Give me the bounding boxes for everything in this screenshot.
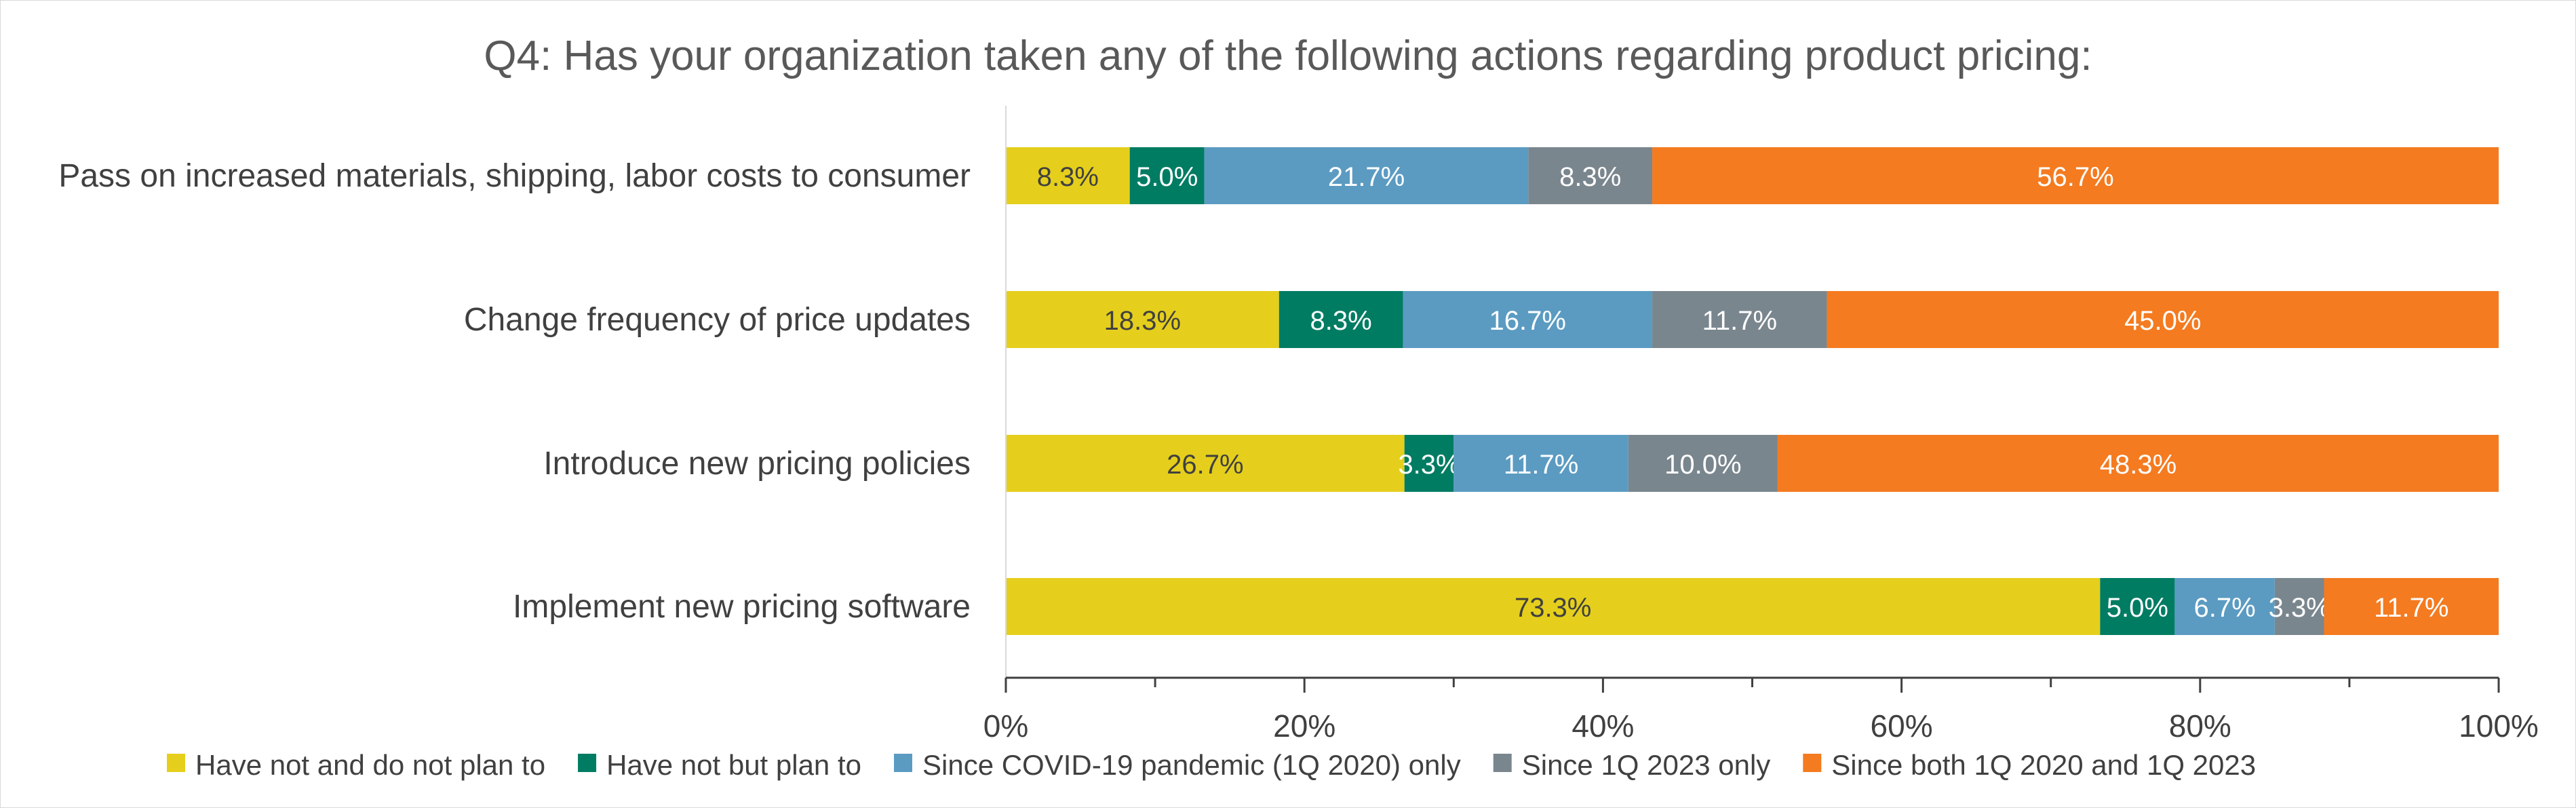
data-label: 5.0% xyxy=(1136,162,1198,192)
bar-have-not-and-do-not-plan-to xyxy=(1006,578,2101,635)
data-label: 8.3% xyxy=(1037,162,1099,192)
data-label: 26.7% xyxy=(1167,450,1243,480)
x-axis: 0% 20% 40% 60% 80% 100% xyxy=(983,106,2539,744)
data-label: 11.7% xyxy=(2374,593,2448,623)
bar-since-both-1q-2020-and-1q-2023 xyxy=(1652,147,2499,204)
legend-item-since-both-1q-2020-and-1q-2023: Since both 1Q 2020 and 1Q 2023 xyxy=(1803,749,2256,781)
data-label: 5.0% xyxy=(2107,593,2168,623)
data-label: 11.7% xyxy=(1504,450,1578,480)
legend-swatch xyxy=(1493,754,1512,772)
legend-item-have-not-and-do-not-plan-to: Have not and do not plan to xyxy=(167,749,545,781)
data-label: 48.3% xyxy=(2100,450,2177,480)
bar-since-1q-2023-only xyxy=(1528,147,1653,204)
bar-since-1q-2023-only xyxy=(1628,435,1778,492)
bar-have-not-but-plan-to xyxy=(2100,578,2175,635)
category-label: Introduce new pricing policies xyxy=(543,446,971,482)
bar-have-not-and-do-not-plan-to xyxy=(1006,291,1279,348)
bar-since-both-1q-2020-and-1q-2023 xyxy=(2324,578,2499,635)
bar-since-covid-19-pandemic-1q-2020-only xyxy=(1204,147,1529,204)
bar-since-1q-2023-only xyxy=(2274,578,2324,635)
x-tick-label: 100% xyxy=(2459,708,2539,744)
bar-since-covid-19-pandemic-1q-2020-only xyxy=(2174,578,2275,635)
data-label: 56.7% xyxy=(2037,162,2113,192)
bar-since-covid-19-pandemic-1q-2020-only xyxy=(1453,435,1628,492)
legend-item-since-1q-2023-only: Since 1Q 2023 only xyxy=(1493,749,1771,781)
x-tick-label: 80% xyxy=(2169,708,2231,744)
chart-title: Q4: Has your organization taken any of t… xyxy=(484,33,2092,79)
bar-have-not-but-plan-to xyxy=(1279,291,1403,348)
bar-since-covid-19-pandemic-1q-2020-only xyxy=(1403,291,1653,348)
bar-have-not-and-do-not-plan-to xyxy=(1006,147,1130,204)
data-label: 3.3% xyxy=(2269,593,2330,623)
bar-have-not-but-plan-to xyxy=(1129,147,1205,204)
legend-label: Since both 1Q 2020 and 1Q 2023 xyxy=(1831,749,2256,781)
legend-swatch xyxy=(1803,754,1822,772)
data-label: 21.7% xyxy=(1328,162,1405,192)
data-label: 11.7% xyxy=(1702,306,1777,336)
bar-since-both-1q-2020-and-1q-2023 xyxy=(1777,435,2499,492)
legend-item-since-covid-19-pandemic-1q-2020-only: Since COVID-19 pandemic (1Q 2020) only xyxy=(894,749,1461,781)
legend-label: Since COVID-19 pandemic (1Q 2020) only xyxy=(922,749,1461,781)
legend: Have not and do not plan to Have not but … xyxy=(167,749,2256,781)
legend-swatch xyxy=(167,754,185,772)
data-label: 10.0% xyxy=(1664,450,1741,480)
bars-layer: 8.3% 5.0% 21.7% 8.3% 56.7% 18.3% 8.3% 16.7% 11.7… xyxy=(1006,147,2499,635)
data-label: 8.3% xyxy=(1310,306,1372,336)
data-label: 16.7% xyxy=(1489,306,1566,336)
bar-have-not-and-do-not-plan-to xyxy=(1006,435,1405,492)
bar-have-not-but-plan-to xyxy=(1404,435,1454,492)
legend-swatch xyxy=(894,754,912,772)
data-label: 6.7% xyxy=(2194,593,2256,623)
legend-label: Have not and do not plan to xyxy=(195,749,545,781)
x-tick-label: 20% xyxy=(1273,708,1335,744)
data-label: 45.0% xyxy=(2124,306,2201,336)
data-label: 8.3% xyxy=(1559,162,1621,192)
category-label: Pass on increased materials, shipping, l… xyxy=(58,158,971,194)
data-label: 18.3% xyxy=(1104,306,1181,336)
data-label: 73.3% xyxy=(1515,593,1591,623)
x-tick-label: 40% xyxy=(1572,708,1634,744)
legend-label: Have not but plan to xyxy=(606,749,861,781)
bar-since-1q-2023-only xyxy=(1652,291,1827,348)
category-label: Change frequency of price updates xyxy=(464,302,971,338)
legend-label: Since 1Q 2023 only xyxy=(1522,749,1771,781)
legend-swatch xyxy=(578,754,597,772)
x-tick-label: 0% xyxy=(983,708,1028,744)
legend-item-have-not-but-plan-to: Have not but plan to xyxy=(578,749,861,781)
x-tick-label: 60% xyxy=(1871,708,1933,744)
bar-since-both-1q-2020-and-1q-2023 xyxy=(1827,291,2499,348)
data-label: 3.3% xyxy=(1398,450,1460,480)
category-label: Implement new pricing software xyxy=(513,589,971,625)
category-labels: Pass on increased materials, shipping, l… xyxy=(58,158,971,625)
